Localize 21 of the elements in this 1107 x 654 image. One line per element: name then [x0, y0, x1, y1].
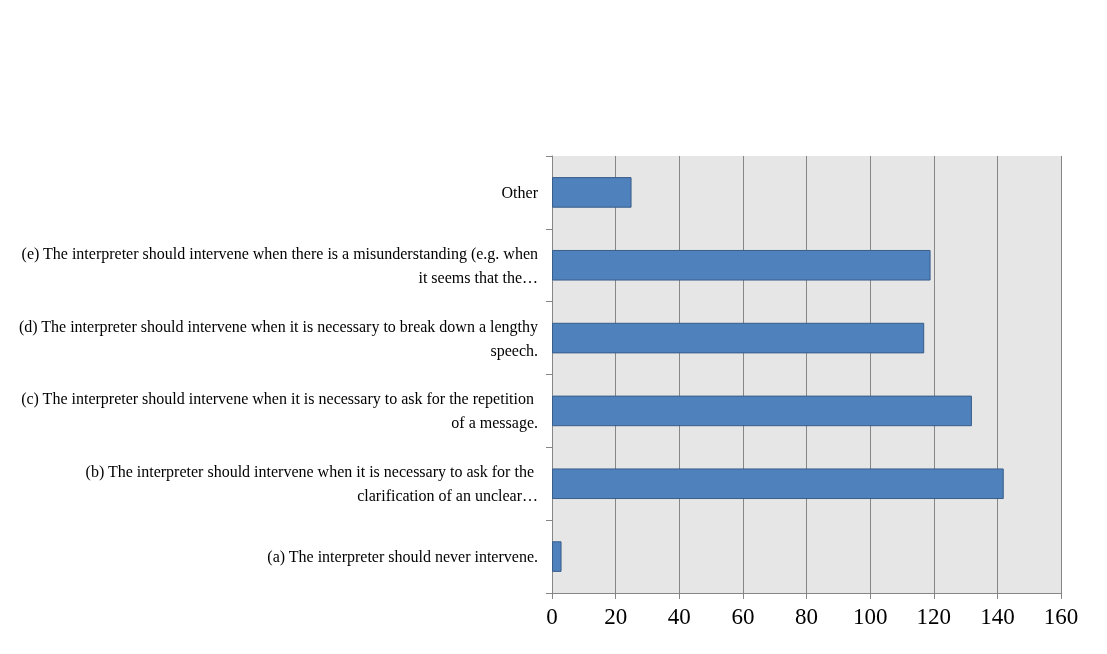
x-tick-label: 160	[1043, 604, 1079, 629]
bar	[552, 541, 562, 572]
x-tick-label: 20	[604, 604, 628, 629]
y-tick-label: Other	[501, 183, 539, 201]
bar	[552, 177, 632, 208]
bar	[552, 395, 972, 427]
y-tick-label: (a) The interpreter should never intervene.	[267, 548, 538, 567]
x-tick-label: 80	[795, 604, 818, 629]
y-tick-label: (e) The interpreter should intervene when there is a misunderstanding (e.g. when it seems that the…	[21, 244, 538, 286]
x-tick-label: 100	[852, 604, 888, 629]
x-tick-label: 120	[916, 604, 951, 629]
y-tick-label: (c) The interpreter should intervene when it is necessary to ask for the repetition of a message.	[21, 390, 538, 433]
x-tick-label: 0	[546, 604, 558, 629]
y-tick-label: (d) The interpreter should intervene when it is necessary to break down a lengthy speech.	[18, 317, 538, 360]
x-tick-label: 60	[731, 604, 755, 629]
bar	[552, 249, 931, 281]
bar	[552, 468, 1004, 500]
y-tick-label: (b) The interpreter should intervene when it is necessary to ask for the clarification of an unclear…	[85, 463, 538, 505]
bar	[552, 322, 925, 354]
x-tick-label: 40	[667, 604, 691, 629]
x-tick-label: 140	[980, 604, 1015, 629]
